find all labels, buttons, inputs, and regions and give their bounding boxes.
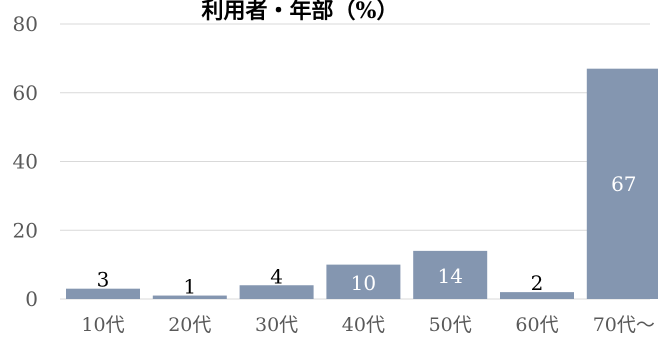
data-label: 3 (97, 268, 110, 292)
y-tick-label: 0 (25, 287, 38, 311)
bar-6 (500, 292, 574, 299)
bar-1 (66, 288, 140, 299)
y-tick-label: 80 (13, 12, 38, 36)
bar-2 (152, 295, 227, 299)
x-axis-ticks: 10代 20代 30代 40代 50代 60代 70代〜 (81, 314, 654, 336)
x-tick-label: 20代 (168, 314, 211, 336)
y-tick-label: 20 (13, 218, 38, 242)
data-label: 2 (531, 271, 544, 295)
y-tick-label: 40 (13, 150, 38, 174)
data-label: 4 (270, 264, 283, 288)
bars (66, 68, 658, 299)
x-tick-label: 50代 (429, 314, 472, 336)
data-label: 67 (611, 172, 636, 196)
y-axis-ticks: 0 20 40 60 80 (13, 12, 38, 311)
chart-title: 利用者・年部（%） (202, 0, 399, 24)
data-label: 14 (437, 264, 462, 288)
data-label: 10 (351, 271, 376, 295)
bar-7 (586, 68, 658, 299)
x-tick-label: 40代 (342, 314, 385, 336)
bar-5 (413, 250, 488, 299)
bar-3 (239, 285, 314, 299)
x-tick-label: 70代〜 (593, 314, 655, 336)
x-tick-label: 10代 (81, 314, 124, 336)
gridlines (60, 23, 650, 300)
y-tick-label: 60 (13, 81, 38, 105)
bar-4 (326, 264, 401, 299)
data-label: 1 (183, 275, 196, 299)
data-labels: 3 1 4 10 14 267 (97, 172, 637, 299)
x-tick-label: 60代 (515, 314, 558, 336)
x-tick-label: 30代 (255, 314, 298, 336)
